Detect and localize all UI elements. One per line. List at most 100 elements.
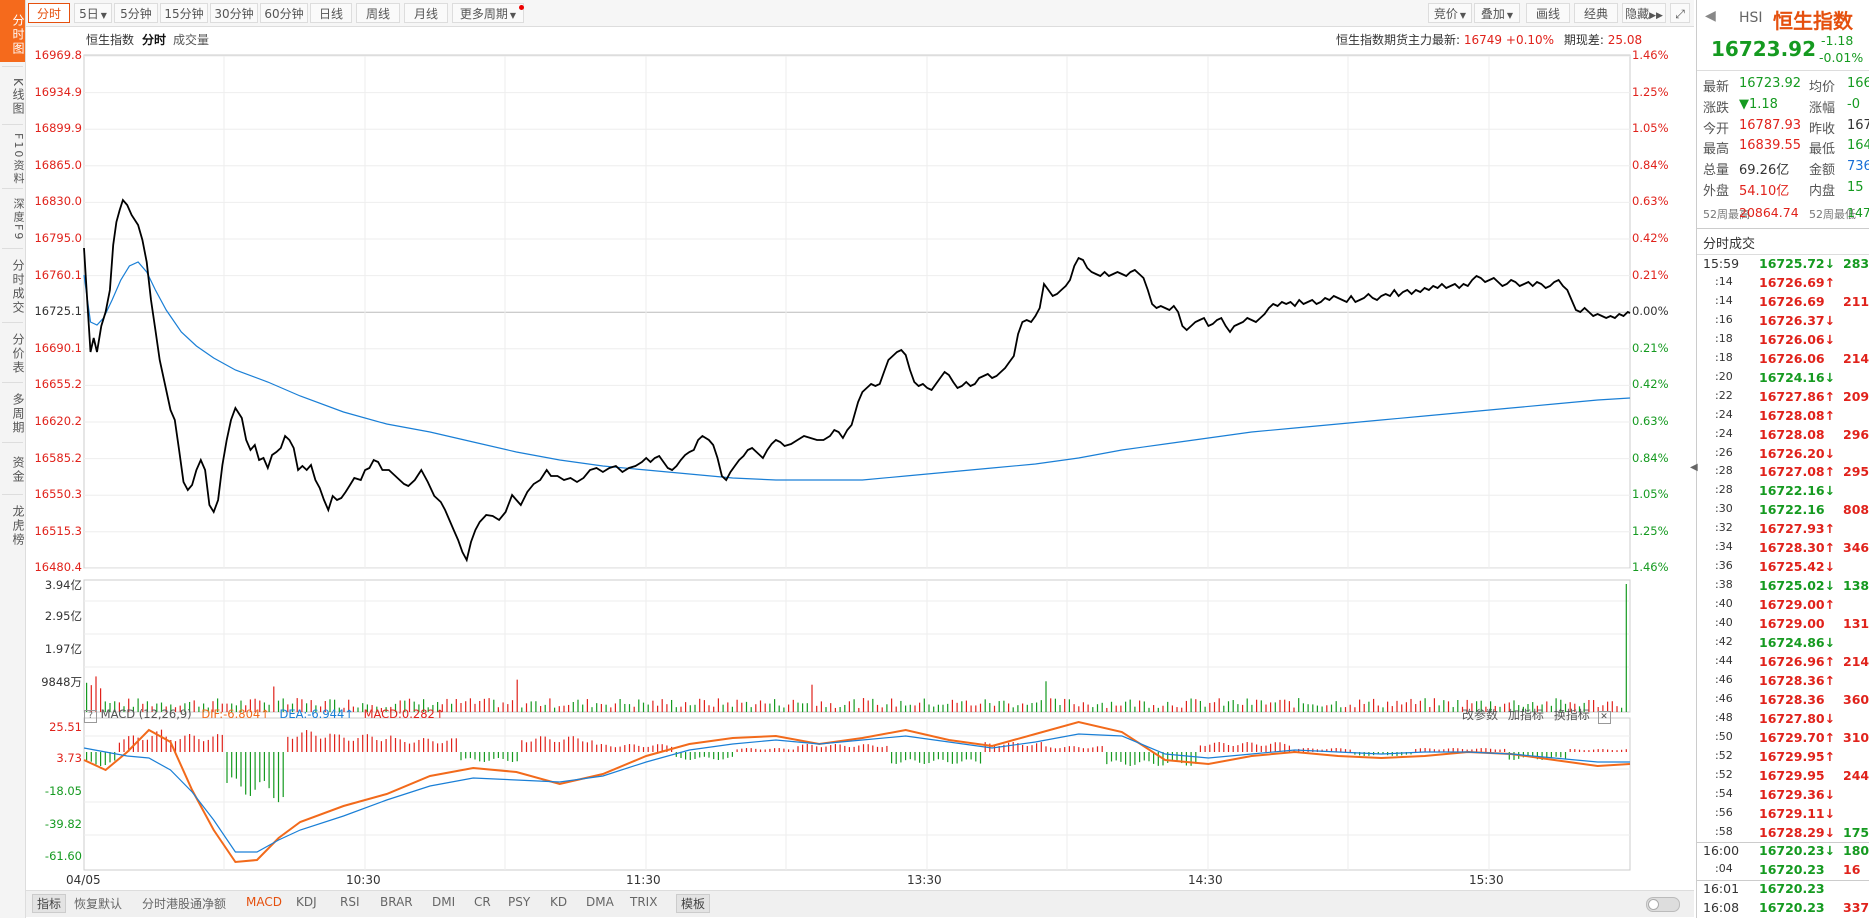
classic-button[interactable]: 经典 xyxy=(1574,3,1618,23)
dmi-tab[interactable]: DMI xyxy=(432,895,456,909)
help-icon[interactable]: ? xyxy=(84,710,97,723)
trade-row: :42 16724.86↓ xyxy=(1697,635,1869,654)
trade-row: 16:01 16720.23 xyxy=(1697,881,1869,900)
volume-bar xyxy=(1433,698,1435,712)
volume-bar xyxy=(193,700,195,712)
kdj-tab[interactable]: KDJ xyxy=(296,895,317,909)
vol-label: 3.94亿 xyxy=(44,578,82,592)
back-arrow-icon[interactable]: ◀ xyxy=(1705,8,1716,24)
macd-bar xyxy=(1335,748,1337,752)
volume-bar xyxy=(118,702,120,712)
volume-bar xyxy=(1391,706,1393,712)
volume-bar xyxy=(1330,704,1333,712)
intraday-chart[interactable] xyxy=(0,0,1694,890)
macd-tab[interactable]: MACD xyxy=(246,895,282,909)
macd-bar xyxy=(699,752,701,758)
trade-volume: 131 xyxy=(1843,616,1869,632)
nav-f10[interactable]: F10资料 xyxy=(12,132,25,186)
hk-connect-tab[interactable]: 分时港股通净额 xyxy=(142,897,227,911)
macd-bar xyxy=(231,752,233,778)
close-icon[interactable]: ✕ xyxy=(1597,711,1611,724)
overlay-button[interactable]: 叠加 ▼ xyxy=(1474,3,1520,23)
volume-bar xyxy=(914,705,916,712)
period-5day[interactable]: 5日 ▼ xyxy=(74,3,112,23)
restore-default-tab[interactable]: 恢复默认 xyxy=(74,897,123,911)
psy-tab[interactable]: PSY xyxy=(508,895,531,909)
switch-indicator-button[interactable]: 换指标 xyxy=(1553,708,1590,722)
volume-bar xyxy=(1457,700,1459,712)
volume-bar xyxy=(1167,701,1169,712)
nav-depth[interactable]: 深度F9 xyxy=(12,198,25,242)
rsi-tab[interactable]: RSI xyxy=(340,895,360,909)
kd-tab[interactable]: KD xyxy=(550,895,568,909)
brar-tab[interactable]: BRAR xyxy=(380,895,413,909)
add-indicator-button[interactable]: 加指标 xyxy=(1507,708,1544,722)
macd-bar xyxy=(1185,752,1187,766)
period-5min[interactable]: 5分钟 xyxy=(114,3,158,23)
price-axis-label: 16830.0 xyxy=(34,194,82,209)
trade-row: :52 16729.95 244 xyxy=(1697,768,1869,787)
volume-bar xyxy=(488,698,490,712)
nav-ticks[interactable]: 分时成交 xyxy=(11,259,25,315)
tab-volume[interactable]: 成交量 xyxy=(173,33,210,47)
nav-price-table[interactable]: 分价表 xyxy=(11,333,25,375)
price-axis-label: 16760.1 xyxy=(34,267,82,282)
volume-bar xyxy=(315,705,317,712)
draw-button[interactable]: 画线 xyxy=(1526,3,1570,23)
trade-time: :42 xyxy=(1715,635,1733,648)
nav-funds[interactable]: 资金 xyxy=(11,456,25,484)
nav-intraday[interactable]: 分时图 xyxy=(0,0,25,62)
quote-value: 69.26亿 xyxy=(1739,163,1790,179)
macd-bar xyxy=(993,745,996,752)
hide-button[interactable]: 隐藏▶▶ xyxy=(1622,3,1666,23)
indicator-tab[interactable]: 指标 xyxy=(32,894,67,913)
volume-bar xyxy=(540,705,542,712)
macd-bar xyxy=(778,748,780,752)
volume-bar xyxy=(685,702,687,712)
period-more[interactable]: 更多周期 ▼ xyxy=(452,3,524,23)
macd-bar xyxy=(666,745,668,752)
period-day[interactable]: 日线 xyxy=(310,3,352,23)
macd-bar xyxy=(736,749,738,752)
nav-dragon-tiger[interactable]: 龙虎榜 xyxy=(11,505,25,547)
period-week[interactable]: 周线 xyxy=(356,3,400,23)
fullscreen-icon[interactable]: ⤢ xyxy=(1670,3,1690,23)
trade-time: :16 xyxy=(1715,312,1733,326)
edit-params-button[interactable]: 改参数 xyxy=(1462,708,1499,722)
macd-bar xyxy=(764,749,766,752)
volume-bar xyxy=(919,702,921,712)
macd-bar xyxy=(1059,748,1061,752)
period-30min[interactable]: 30分钟 xyxy=(210,3,258,23)
nav-kline[interactable]: K线图 xyxy=(11,78,25,116)
collapse-panel-icon[interactable]: ◀ xyxy=(1690,462,1698,473)
nav-multi-period[interactable]: 多周期 xyxy=(11,393,25,435)
macd-bar xyxy=(291,738,294,752)
toggle-switch[interactable] xyxy=(1646,897,1680,912)
period-60min[interactable]: 60分钟 xyxy=(260,3,308,23)
volume-bar xyxy=(142,703,144,712)
trade-price: 16725.02↓ xyxy=(1759,578,1836,594)
volume-bar xyxy=(1550,705,1552,712)
volume-bar xyxy=(816,705,818,712)
macd-bar xyxy=(277,752,280,803)
auction-button[interactable]: 竞价 ▼ xyxy=(1428,3,1472,23)
volume-bar xyxy=(446,698,448,712)
volume-bar xyxy=(235,705,237,712)
price-series xyxy=(83,198,1631,563)
period-15min[interactable]: 15分钟 xyxy=(160,3,208,23)
price-axis-label: 16515.3 xyxy=(34,523,82,538)
trix-tab[interactable]: TRIX xyxy=(630,895,658,909)
trade-time: :50 xyxy=(1715,729,1733,743)
period-month[interactable]: 月线 xyxy=(404,3,448,23)
cr-tab[interactable]: CR xyxy=(474,895,491,909)
macd-bar xyxy=(437,743,439,752)
volume-bar xyxy=(1176,707,1178,712)
volume-bar xyxy=(174,707,177,712)
macd-bar xyxy=(1527,752,1529,757)
template-tab[interactable]: 模板 xyxy=(676,894,711,913)
dma-tab[interactable]: DMA xyxy=(586,895,614,909)
trades-list[interactable]: 15:59 16725.72↓ 283:14 16726.69↑:14 16726.69… xyxy=(1697,256,1869,918)
macd-bar xyxy=(1115,752,1117,761)
period-intraday[interactable]: 分时 xyxy=(28,3,70,23)
tab-intraday-chart[interactable]: 分时 xyxy=(142,33,167,47)
